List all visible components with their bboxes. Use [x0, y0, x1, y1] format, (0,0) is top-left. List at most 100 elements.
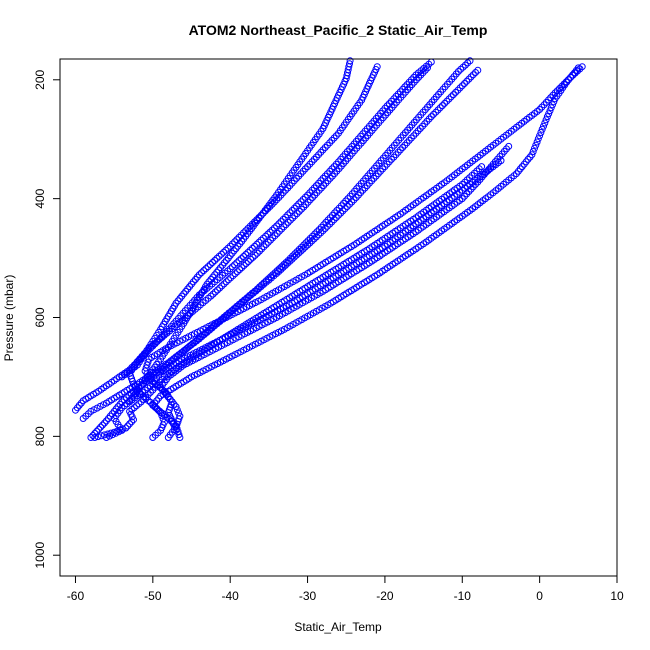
data-point	[242, 260, 250, 267]
data-point	[273, 196, 281, 204]
data-point	[164, 393, 172, 401]
data-point	[126, 407, 134, 415]
data-point	[216, 284, 224, 292]
data-point	[273, 267, 281, 275]
data-point	[466, 174, 473, 182]
data-point	[253, 249, 261, 257]
data-point	[284, 218, 292, 226]
data-point	[377, 167, 384, 175]
data-point	[328, 172, 336, 180]
data-point	[126, 420, 134, 428]
data-point	[407, 134, 415, 142]
data-point	[331, 209, 339, 217]
data-point	[412, 76, 420, 84]
data-point	[233, 259, 241, 267]
data-point	[322, 218, 330, 226]
data-point	[301, 243, 309, 251]
data-point	[280, 223, 288, 231]
data-point	[156, 407, 164, 415]
data-point	[454, 86, 462, 94]
data-point	[286, 254, 294, 262]
data-point	[309, 232, 316, 240]
data-point	[246, 222, 254, 230]
plot-points	[72, 57, 586, 441]
data-point	[326, 174, 334, 182]
data-point	[214, 286, 221, 294]
data-point	[233, 268, 241, 276]
data-point	[279, 189, 287, 197]
data-point	[209, 290, 217, 298]
data-point	[282, 221, 290, 229]
y-axis-label: Pressure (mbar)	[2, 275, 16, 362]
data-point	[304, 163, 312, 171]
data-point	[93, 427, 101, 435]
data-point	[173, 406, 181, 414]
data-point	[275, 194, 283, 201]
data-point	[207, 292, 215, 300]
data-point	[237, 231, 245, 239]
data-point	[304, 198, 312, 206]
data-point	[235, 233, 243, 241]
data-point	[317, 184, 325, 192]
data-point	[275, 220, 283, 228]
data-point	[291, 212, 299, 220]
data-point	[240, 253, 247, 260]
data-point	[142, 395, 150, 403]
data-point	[220, 259, 228, 267]
data-point	[284, 257, 292, 264]
data-point	[270, 198, 278, 206]
data-point	[415, 73, 423, 81]
data-point	[399, 144, 407, 151]
data-point	[474, 66, 482, 74]
data-point	[317, 223, 325, 231]
data-point	[288, 255, 296, 263]
data-point	[160, 411, 168, 419]
x-tick-label: -10	[454, 589, 472, 603]
data-point	[461, 61, 469, 69]
data-point	[333, 207, 341, 214]
data-point	[390, 153, 398, 161]
data-point	[505, 142, 513, 150]
data-point	[259, 209, 267, 217]
data-point	[256, 283, 263, 291]
data-point	[293, 174, 300, 182]
data-point	[118, 398, 126, 406]
data-point	[290, 253, 298, 261]
data-point	[463, 190, 471, 198]
data-point	[302, 201, 310, 209]
data-point	[251, 218, 258, 226]
data-point	[289, 252, 297, 260]
data-point	[244, 249, 252, 256]
data-point	[370, 174, 378, 182]
data-point	[271, 232, 279, 240]
data-point	[204, 263, 212, 271]
data-point	[91, 429, 99, 437]
data-point	[312, 153, 320, 161]
x-tick-label: -60	[67, 589, 85, 603]
data-point	[542, 98, 550, 106]
data-point	[271, 269, 279, 277]
data-point	[540, 122, 547, 130]
data-point	[306, 234, 314, 242]
data-point	[321, 144, 329, 151]
data-point	[456, 84, 464, 92]
data-point	[233, 236, 241, 244]
data-point	[313, 228, 321, 236]
data-point	[306, 196, 314, 204]
data-point	[549, 91, 557, 99]
data-point	[297, 198, 305, 206]
data-point	[266, 203, 274, 210]
data-point	[75, 401, 83, 409]
data-point	[410, 78, 418, 86]
data-point	[253, 285, 261, 293]
data-point	[175, 409, 183, 417]
data-point	[472, 69, 479, 76]
data-point	[231, 270, 239, 278]
data-point	[309, 194, 316, 201]
data-point	[253, 216, 261, 224]
data-point	[436, 104, 444, 112]
data-point	[434, 106, 442, 114]
data-point	[385, 158, 393, 166]
data-point	[459, 63, 467, 71]
data-point	[264, 275, 272, 283]
